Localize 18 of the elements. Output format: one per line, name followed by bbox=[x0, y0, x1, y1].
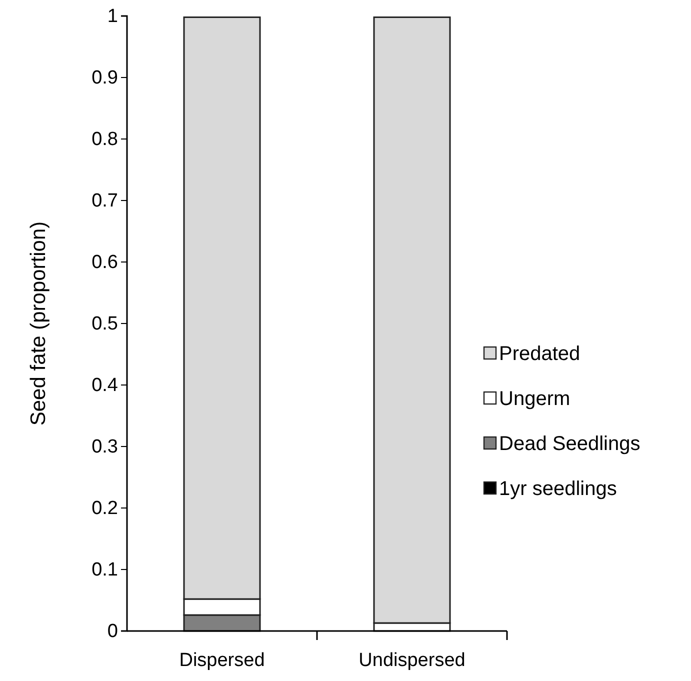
y-tick-label: 0.2 bbox=[92, 498, 118, 520]
y-axis-title: Seed fate (proportion) bbox=[27, 221, 50, 426]
y-tick-label: 0.7 bbox=[92, 190, 118, 212]
x-tick-label: Undispersed bbox=[358, 650, 466, 671]
y-tick-label: 0.4 bbox=[92, 375, 118, 396]
legend-label: 1yr seedlings bbox=[499, 478, 617, 500]
legend-label: Dead Seedlings bbox=[499, 433, 640, 455]
legend-label: Ungerm bbox=[499, 388, 570, 410]
y-tick-label: 0.6 bbox=[92, 252, 118, 274]
y-tick-label: 0.5 bbox=[92, 314, 118, 335]
y-tick-label: 0.9 bbox=[92, 68, 118, 89]
y-tick-label: 0.1 bbox=[92, 560, 118, 581]
x-tick-label: Dispersed bbox=[179, 650, 265, 671]
legend-label: Predated bbox=[499, 343, 580, 365]
y-tick-label: 0.3 bbox=[92, 436, 118, 458]
y-tick-label: 0.8 bbox=[92, 129, 118, 150]
y-tick-label: 1 bbox=[107, 6, 118, 28]
y-tick-label: 0 bbox=[107, 621, 118, 642]
